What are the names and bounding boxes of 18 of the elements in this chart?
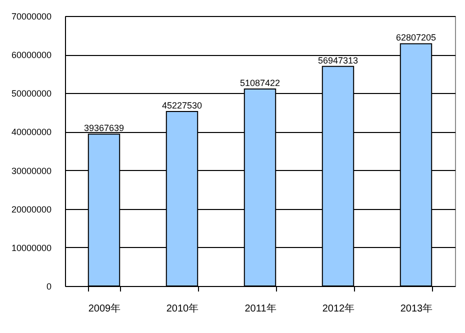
x-tick-label: 2010年 [166, 302, 199, 314]
data-label: 56947313 [318, 55, 358, 66]
x-tick-label: 2011年 [244, 302, 276, 314]
y-tick-label: 40000000 [11, 127, 52, 138]
y-tick-label: 30000000 [11, 166, 52, 176]
y-tick-label: 0 [46, 282, 52, 292]
y-tick-label: 70000000 [11, 12, 52, 22]
y-tick-label: 50000000 [11, 88, 52, 99]
data-label: 51087422 [240, 78, 280, 88]
y-tick-label: 10000000 [11, 242, 52, 253]
y-tick-label: 60000000 [11, 50, 52, 60]
x-tick-label: 2009年 [88, 302, 121, 314]
y-tick-label: 20000000 [11, 204, 52, 214]
data-label: 62807205 [396, 32, 436, 43]
x-tick-label: 2012年 [322, 302, 355, 314]
data-label: 39367639 [84, 123, 124, 134]
x-tick-label: 2013年 [400, 302, 433, 314]
data-label: 45227530 [162, 100, 202, 111]
